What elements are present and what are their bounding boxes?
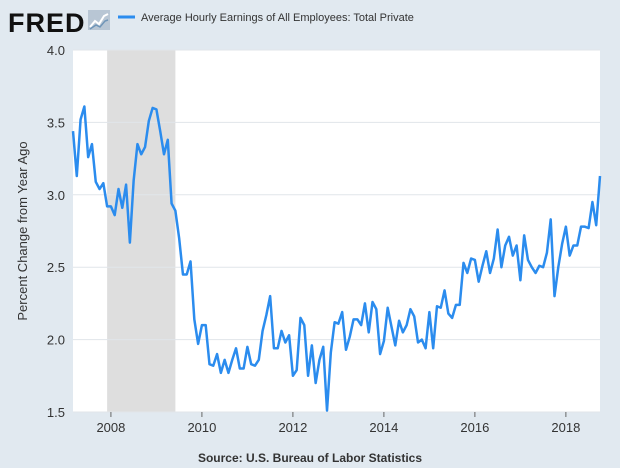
legend: Average Hourly Earnings of All Employees…: [118, 12, 414, 24]
x-tick-label: 2014: [369, 420, 398, 435]
fred-logo-text: FRED: [8, 8, 86, 38]
grid-layer: [73, 49, 600, 413]
y-tick-label: 3.5: [47, 115, 65, 130]
y-tick-label: 2.0: [47, 333, 65, 348]
recession-shading: [107, 50, 176, 412]
y-tick-labels: 1.5 2.0 2.5 3.0 3.5 4.0: [47, 43, 65, 420]
x-tick-label: 2008: [96, 420, 125, 435]
y-axis-label: Percent Change from Year Ago: [15, 141, 30, 320]
series-layer: [71, 105, 602, 412]
series-line: [71, 105, 602, 412]
legend-label: Average Hourly Earnings of All Employees…: [141, 12, 414, 24]
y-tick-label: 3.0: [47, 188, 65, 203]
x-tick-labels: 2008 2010 2012 2014 2016 2018: [96, 412, 580, 435]
source-note: Source: U.S. Bureau of Labor Statistics: [198, 451, 422, 465]
chart-line-icon: [88, 10, 110, 30]
x-tick-label: 2010: [187, 420, 216, 435]
y-tick-label: 1.5: [47, 405, 65, 420]
y-tick-label: 2.5: [47, 260, 65, 275]
x-tick-label: 2016: [460, 420, 489, 435]
fred-logo[interactable]: FRED: [8, 8, 110, 38]
x-tick-label: 2012: [278, 420, 307, 435]
y-tick-label: 4.0: [47, 43, 65, 58]
x-tick-label: 2018: [551, 420, 580, 435]
recession-shading-layer: [107, 50, 176, 412]
